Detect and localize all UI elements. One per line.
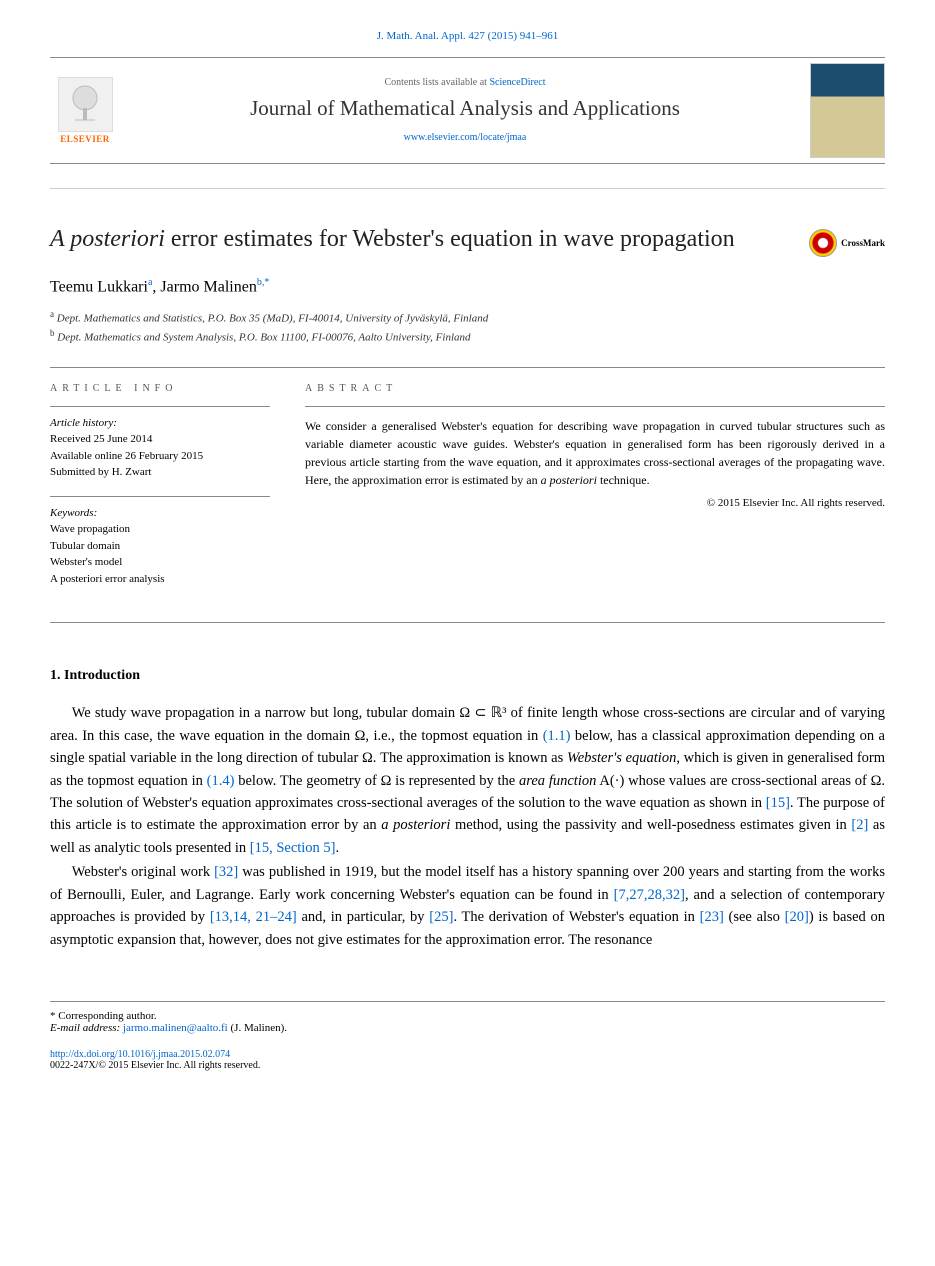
p2-seg-e: . The derivation of Webster's equation i…: [453, 909, 699, 925]
p1-seg-g: method, using the passivity and well-pos…: [450, 817, 851, 833]
ref-13-14-21-24[interactable]: [13,14, 21–24]: [210, 909, 297, 925]
elsevier-logo: ELSEVIER: [50, 71, 120, 151]
keywords-block: Keywords: Wave propagation Tubular domai…: [50, 496, 270, 588]
crossmark-label: CrossMark: [841, 238, 885, 248]
section-1-heading: 1. Introduction: [50, 668, 885, 684]
elsevier-text: ELSEVIER: [60, 134, 110, 144]
journal-cover-thumbnail: [810, 63, 885, 158]
email-address[interactable]: jarmo.malinen@aalto.fi: [123, 1022, 228, 1034]
affiliation-b: Dept. Mathematics and System Analysis, P…: [57, 332, 470, 344]
crossmark-icon: [809, 229, 837, 257]
abstract-after: technique.: [597, 473, 650, 487]
abstract-column: abstract We consider a generalised Webst…: [305, 383, 885, 603]
contents-line: Contents lists available at ScienceDirec…: [135, 77, 795, 88]
ref-23[interactable]: [23]: [700, 909, 724, 925]
email-line: E-mail address: jarmo.malinen@aalto.fi (…: [50, 1022, 885, 1034]
journal-name: Journal of Mathematical Analysis and App…: [135, 96, 795, 121]
p2-seg-d: and, in particular, by: [297, 909, 430, 925]
issn-copyright: 0022-247X/© 2015 Elsevier Inc. All right…: [50, 1060, 885, 1071]
footer-links: http://dx.doi.org/10.1016/j.jmaa.2015.02…: [50, 1049, 885, 1071]
abstract-label: abstract: [305, 383, 885, 394]
affiliations: a Dept. Mathematics and Statistics, P.O.…: [50, 308, 885, 346]
keyword-4: A posteriori error analysis: [50, 571, 270, 588]
p1-it2: area function: [519, 773, 596, 789]
divider-1: [50, 367, 885, 368]
history-label: Article history:: [50, 415, 270, 432]
ref-1-4[interactable]: (1.4): [207, 773, 235, 789]
ref-15a[interactable]: [15]: [766, 795, 790, 811]
title-row: A posteriori error estimates for Webster…: [50, 224, 885, 257]
title-italic: A posteriori: [50, 226, 165, 252]
ref-25[interactable]: [25]: [429, 909, 453, 925]
p1-seg-i: .: [336, 840, 340, 856]
email-label: E-mail address:: [50, 1022, 123, 1034]
p2-seg-f: (see also: [724, 909, 785, 925]
divider-2: [50, 622, 885, 623]
elsevier-tree-icon: [58, 77, 113, 132]
citation-line: J. Math. Anal. Appl. 427 (2015) 941–961: [50, 30, 885, 42]
history-block: Article history: Received 25 June 2014 A…: [50, 406, 270, 481]
ref-32a[interactable]: [32]: [214, 864, 238, 880]
article-info-column: article info Article history: Received 2…: [50, 383, 270, 603]
corresponding-star: *: [264, 277, 269, 288]
journal-url[interactable]: www.elsevier.com/locate/jmaa: [404, 132, 527, 143]
journal-header: ELSEVIER Contents lists available at Sci…: [50, 57, 885, 164]
info-abstract-row: article info Article history: Received 2…: [50, 383, 885, 603]
header-center: Contents lists available at ScienceDirec…: [135, 77, 795, 145]
title-rest: error estimates for Webster's equation i…: [165, 226, 735, 252]
ref-7-27-28-32[interactable]: [7,27,28,32]: [614, 887, 685, 903]
author-1: Teemu Lukkari: [50, 278, 148, 295]
affiliation-a: Dept. Mathematics and Statistics, P.O. B…: [57, 313, 488, 325]
abstract-text: We consider a generalised Webster's equa…: [305, 406, 885, 512]
crossmark-badge[interactable]: CrossMark: [809, 229, 885, 257]
p1-seg-d: below. The geometry of Ω is represented …: [234, 773, 519, 789]
received-date: Received 25 June 2014: [50, 431, 270, 448]
ref-2[interactable]: [2]: [851, 817, 868, 833]
contents-prefix: Contents lists available at: [384, 77, 489, 88]
p2-seg-a: Webster's original work: [72, 864, 214, 880]
keywords-label: Keywords:: [50, 505, 270, 522]
keyword-2: Tubular domain: [50, 538, 270, 555]
author-1-affil: a: [148, 277, 152, 288]
paragraph-2: Webster's original work [32] was publish…: [50, 861, 885, 951]
email-name: (J. Malinen).: [228, 1022, 287, 1034]
sciencedirect-link[interactable]: ScienceDirect: [489, 77, 545, 88]
keyword-3: Webster's model: [50, 554, 270, 571]
ref-1-1[interactable]: (1.1): [543, 728, 571, 744]
keyword-1: Wave propagation: [50, 521, 270, 538]
p1-it3: a posteriori: [381, 817, 450, 833]
author-2: Jarmo Malinen: [160, 278, 256, 295]
abstract-copyright: © 2015 Elsevier Inc. All rights reserved…: [305, 495, 885, 512]
info-label: article info: [50, 383, 270, 394]
article-title: A posteriori error estimates for Webster…: [50, 224, 789, 255]
submitted-by: Submitted by H. Zwart: [50, 464, 270, 481]
abstract-italic: a posteriori: [541, 473, 597, 487]
header-spacer: [50, 169, 885, 189]
authors: Teemu Lukkaria, Jarmo Malinenb,*: [50, 277, 885, 296]
doi-link[interactable]: http://dx.doi.org/10.1016/j.jmaa.2015.02…: [50, 1049, 885, 1060]
ref-20[interactable]: [20]: [785, 909, 809, 925]
paragraph-1: We study wave propagation in a narrow bu…: [50, 702, 885, 859]
online-date: Available online 26 February 2015: [50, 448, 270, 465]
introduction-body: We study wave propagation in a narrow bu…: [50, 702, 885, 951]
corresponding-note: * Corresponding author.: [50, 1010, 885, 1022]
footer: * Corresponding author. E-mail address: …: [50, 1001, 885, 1071]
ref-15b[interactable]: [15, Section 5]: [250, 840, 336, 856]
p1-it1: Webster's equation: [567, 750, 676, 766]
